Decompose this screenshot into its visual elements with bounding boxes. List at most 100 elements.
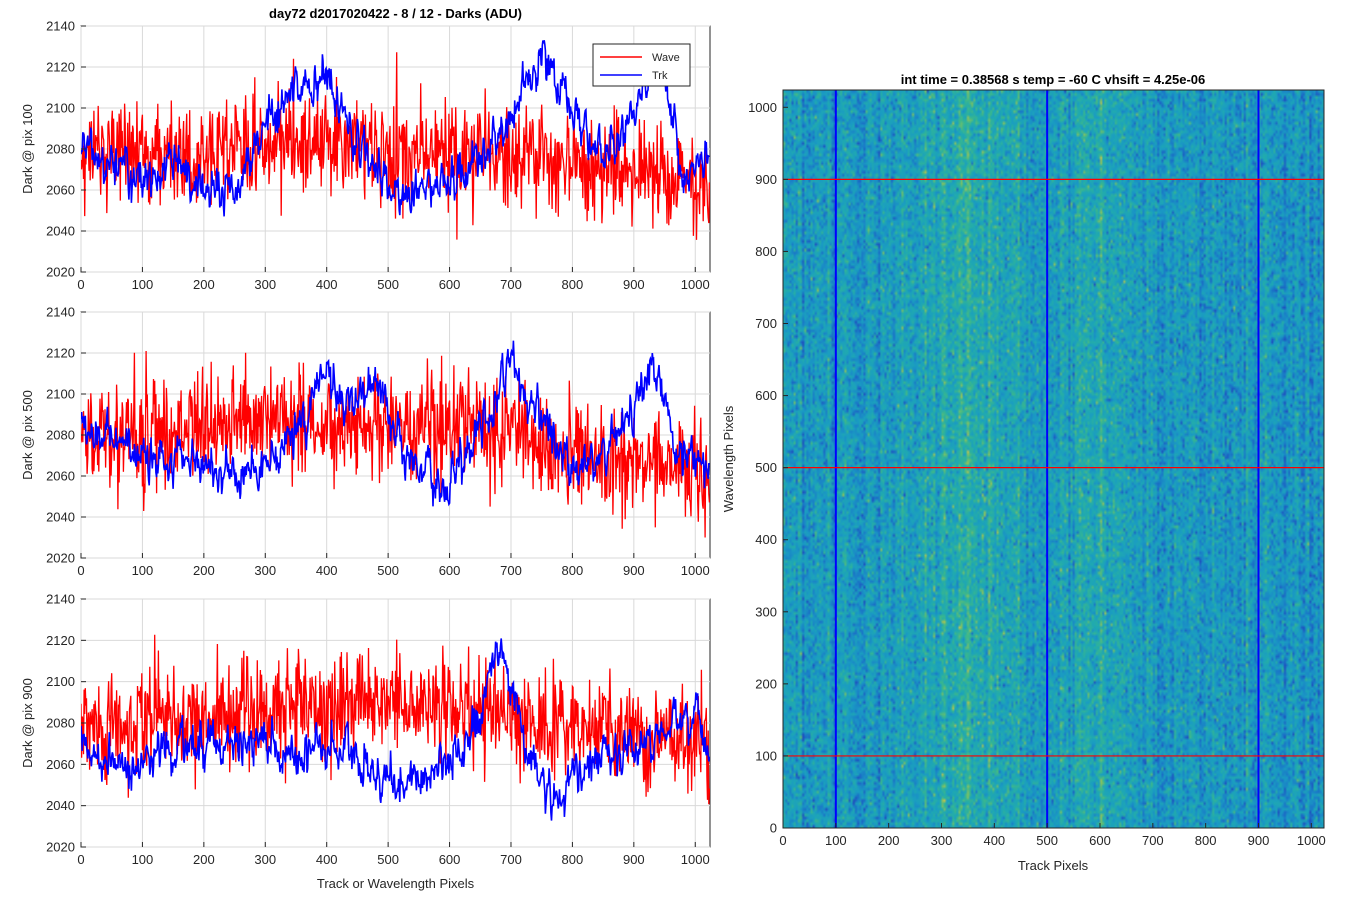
x-tick-label: 500: [377, 563, 399, 578]
x-tick-label: 0: [77, 563, 84, 578]
x-tick-label: 700: [500, 852, 522, 867]
x-tick-label: 200: [878, 833, 900, 848]
y-ticks: 2020 2040 2060 2080 2100 2120 2140: [46, 592, 86, 855]
y-tick-label: 2140: [46, 19, 75, 34]
y-tick-label: 2100: [46, 674, 75, 689]
x-tick-label: 700: [1142, 833, 1164, 848]
x-tick-label: 200: [193, 563, 215, 578]
x-tick-label: 400: [983, 833, 1005, 848]
legend-label-wave: Wave: [652, 52, 680, 64]
y-tick-label: 0: [770, 821, 777, 836]
x-tick-label: 800: [562, 852, 584, 867]
y-tick-label: 2040: [46, 798, 75, 813]
x-tick-label: 400: [316, 563, 338, 578]
x-tick-label: 800: [562, 277, 584, 292]
y-tick-label: 600: [755, 388, 777, 403]
y-tick-label: 100: [755, 748, 777, 763]
x-ticks: 0 100 200 300 400 500 600 700 800 900 1000: [77, 842, 710, 867]
x-tick-label: 700: [500, 277, 522, 292]
trk-line: [81, 638, 710, 821]
y-tick-label: 2040: [46, 224, 75, 239]
x-tick-label: 600: [439, 277, 461, 292]
x-tick-label: 1000: [681, 563, 710, 578]
series-trk: [81, 340, 710, 507]
x-axis-label: Track Pixels: [1018, 858, 1089, 873]
heatmap-image: [783, 90, 1324, 828]
series-trk: [81, 40, 710, 217]
y-tick-label: 2100: [46, 387, 75, 402]
legend: Wave Trk: [592, 43, 691, 87]
y-tick-label: 2120: [46, 60, 75, 75]
y-tick-label: 2060: [46, 469, 75, 484]
marker-lines: [783, 90, 1324, 828]
y-tick-label: 2060: [46, 183, 75, 198]
y-axis-label: Dark @ pix 100: [20, 104, 35, 194]
series-trk: [81, 638, 710, 821]
subplot-pix-500: 0 100 200 300 400 500 600 700 800 900 1000 2020 204…: [20, 305, 711, 578]
x-tick-label: 900: [623, 277, 645, 292]
y-ticks: 2020 2040 2060 2080 2100 2120 2140: [46, 305, 86, 566]
x-tick-label: 300: [931, 833, 953, 848]
y-tick-label: 2080: [46, 428, 75, 443]
x-tick-label: 300: [254, 563, 276, 578]
subplot-pix-900: 0 100 200 300 400 500 600 700 800 900 1000 2020 204…: [20, 592, 711, 891]
y-ticks: 0 100 200 300 400 500 600 700 800 900 1000: [748, 100, 788, 836]
x-tick-label: 700: [500, 563, 522, 578]
x-tick-label: 1000: [681, 277, 710, 292]
x-tick-label: 400: [316, 277, 338, 292]
x-tick-label: 900: [623, 563, 645, 578]
x-tick-label: 0: [77, 852, 84, 867]
x-tick-label: 600: [439, 563, 461, 578]
x-tick-label: 600: [439, 852, 461, 867]
y-tick-label: 500: [755, 460, 777, 475]
series-wave: [81, 634, 710, 805]
y-tick-label: 1000: [748, 100, 777, 115]
y-tick-label: 800: [755, 244, 777, 259]
y-tick-label: 2140: [46, 305, 75, 320]
y-tick-label: 2020: [46, 840, 75, 855]
x-tick-label: 600: [1089, 833, 1111, 848]
x-tick-label: 0: [77, 277, 84, 292]
heatmap-title: int time = 0.38568 s temp = -60 C vhsift…: [901, 72, 1206, 87]
y-axis-label: Dark @ pix 900: [20, 678, 35, 768]
x-tick-label: 300: [254, 852, 276, 867]
legend-box: [592, 43, 691, 87]
x-ticks: 0 100 200 300 400 500 600 700 800 900 1000: [779, 823, 1326, 848]
x-tick-label: 200: [193, 277, 215, 292]
x-tick-label: 0: [779, 833, 786, 848]
y-tick-label: 200: [755, 676, 777, 691]
y-tick-label: 2120: [46, 633, 75, 648]
x-tick-label: 500: [377, 277, 399, 292]
y-axis-label: Wavelength Pixels: [721, 405, 736, 512]
y-tick-label: 2080: [46, 716, 75, 731]
x-tick-label: 500: [1036, 833, 1058, 848]
y-tick-label: 2060: [46, 757, 75, 772]
y-tick-label: 2080: [46, 142, 75, 157]
y-tick-label: 700: [755, 316, 777, 331]
x-tick-label: 500: [377, 852, 399, 867]
trk-line: [81, 340, 710, 507]
chart-title: day72 d2017020422 - 8 / 12 - Darks (ADU): [269, 6, 522, 21]
x-tick-label: 900: [623, 852, 645, 867]
x-tick-label: 100: [825, 833, 847, 848]
x-tick-label: 800: [562, 563, 584, 578]
x-tick-label: 400: [316, 852, 338, 867]
x-tick-label: 100: [132, 277, 154, 292]
trk-line: [81, 40, 710, 217]
y-tick-label: 400: [755, 532, 777, 547]
y-tick-label: 300: [755, 604, 777, 619]
series-wave: [81, 350, 710, 538]
y-tick-label: 2020: [46, 265, 75, 280]
y-tick-label: 2020: [46, 551, 75, 566]
y-axis-label: Dark @ pix 500: [20, 390, 35, 480]
legend-label-trk: Trk: [652, 70, 668, 82]
x-tick-label: 900: [1248, 833, 1270, 848]
x-ticks: 0 100 200 300 400 500 600 700 800 900 1000: [77, 553, 710, 578]
x-tick-label: 100: [132, 852, 154, 867]
wave-line: [81, 350, 710, 538]
subplot-pix-100: 0 100 200 300 400 500 600 700 800 900 1000 2020 204…: [20, 6, 711, 292]
x-tick-label: 1000: [681, 852, 710, 867]
x-tick-label: 200: [193, 852, 215, 867]
x-ticks: 0 100 200 300 400 500 600 700 800 900 1000: [77, 267, 710, 292]
